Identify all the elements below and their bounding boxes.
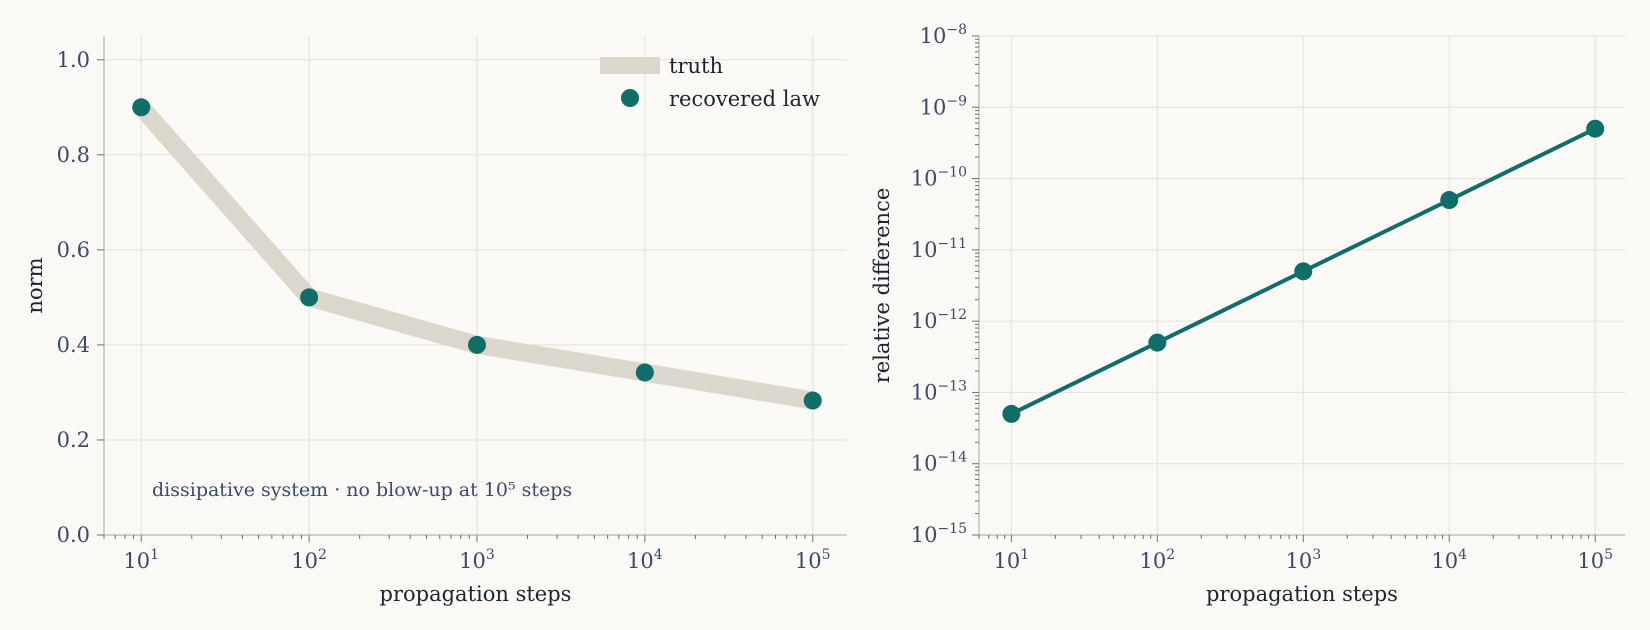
right-minor-ticks <box>972 35 1596 542</box>
relative-difference-series <box>1002 119 1605 423</box>
left-x-tick-label: 102 <box>291 547 327 573</box>
left-x-tick-label: 103 <box>459 547 495 573</box>
left-x-tick-label: 104 <box>627 547 663 573</box>
left-panel: 101 102 103 104 105 0.0 0.2 0.4 0.6 0.8 1.0 propa… <box>23 36 847 606</box>
right-y-tick-label: 10−12 <box>911 307 967 333</box>
left-y-tick-label: 0.8 <box>57 143 90 167</box>
annotation: dissipative system · no blow-up at 10⁵ s… <box>152 479 572 501</box>
recovered-law-point <box>467 335 486 354</box>
right-x-tick-label: 103 <box>1285 547 1321 573</box>
left-y-tick-label: 1.0 <box>57 48 90 72</box>
relative-difference-point <box>1002 404 1021 423</box>
right-panel: 101 102 103 104 105 10−1510−1410−1310−1210−1… <box>870 22 1625 606</box>
right-y-tick-label: 10−15 <box>911 521 967 547</box>
legend: truth recovered law <box>600 54 820 111</box>
right-x-axis-label: propagation steps <box>1206 582 1398 606</box>
recovered-law-point <box>300 288 319 307</box>
left-y-axis-label: norm <box>23 257 47 313</box>
right-y-tick-labels: 10−15 10−14 10−13 10−12 10−11 10−10 10−9 10−8 <box>911 22 967 547</box>
right-x-tick-label: 102 <box>1140 547 1176 573</box>
left-spines <box>103 36 847 536</box>
right-y-tick-label: 10−9 <box>920 93 967 119</box>
right-spines <box>978 36 1625 536</box>
recovered-law-series <box>132 98 822 410</box>
legend-truth-label: truth <box>669 54 723 78</box>
right-y-tick-label: 10−13 <box>911 378 967 404</box>
legend-recovered-marker <box>621 89 639 107</box>
left-y-tick-labels: 0.0 0.2 0.4 0.6 0.8 1.0 <box>57 48 90 547</box>
relative-difference-point <box>1294 262 1313 281</box>
right-x-tick-label: 101 <box>994 547 1030 573</box>
relative-difference-point <box>1148 333 1167 352</box>
recovered-law-point <box>635 363 654 382</box>
right-y-tick-label: 10−11 <box>911 236 967 262</box>
relative-difference-point <box>1440 191 1459 210</box>
left-y-tick-label: 0.4 <box>57 333 90 357</box>
right-x-tick-labels: 101 102 103 104 105 <box>994 547 1613 573</box>
left-y-tick-label: 0.6 <box>57 238 90 262</box>
left-x-tick-label: 105 <box>795 547 831 573</box>
left-x-axis-label: propagation steps <box>380 582 572 606</box>
left-y-tick-label: 0.0 <box>57 523 90 547</box>
right-x-tick-label: 104 <box>1431 547 1467 573</box>
legend-recovered-label: recovered law <box>669 87 820 111</box>
left-y-tick-label: 0.2 <box>57 428 90 452</box>
left-x-tick-label: 101 <box>123 547 159 573</box>
legend-truth-swatch <box>600 57 660 74</box>
right-y-axis-label: relative difference <box>870 188 894 384</box>
left-x-tick-labels: 101 102 103 104 105 <box>123 547 830 573</box>
right-y-tick-label: 10−10 <box>911 165 967 191</box>
relative-difference-point <box>1586 119 1605 138</box>
right-y-tick-label: 10−8 <box>920 22 967 48</box>
right-x-tick-label: 105 <box>1577 547 1613 573</box>
recovered-law-point <box>132 98 151 117</box>
left-minor-ticks <box>97 59 814 542</box>
right-y-tick-label: 10−14 <box>911 450 967 476</box>
recovered-law-point <box>803 391 822 410</box>
